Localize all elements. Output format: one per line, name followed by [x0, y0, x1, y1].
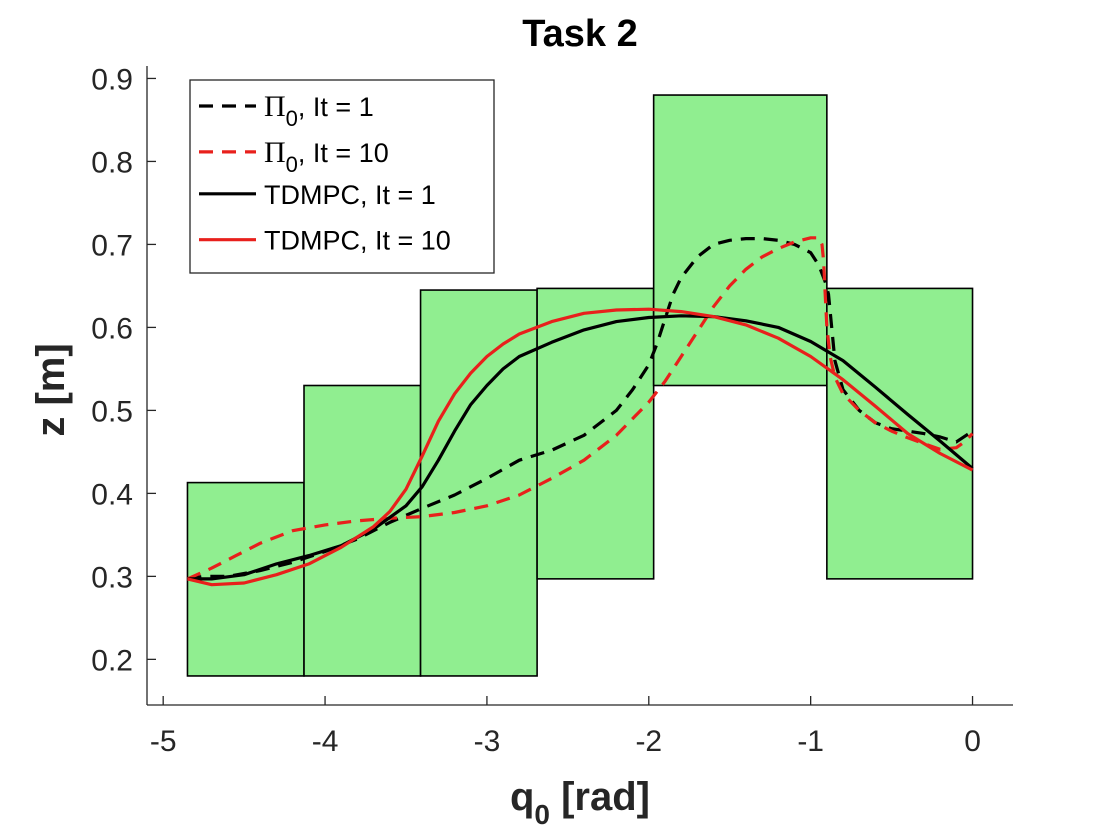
- y-tick-label: 0.9: [91, 63, 133, 96]
- region-box-6: [826, 287, 974, 580]
- y-tick-label: 0.2: [91, 644, 133, 677]
- y-tick-label: 0.6: [91, 312, 133, 345]
- axes: -5 -4 -3 -2 -1 0 0.2 0.3 0.4 0.5 0.6 0.7 0.8 0.9: [91, 63, 1013, 758]
- x-tick-label: -1: [797, 725, 824, 758]
- chart-title: Task 2: [522, 13, 637, 55]
- x-tick-label: 0: [964, 725, 981, 758]
- legend-label-4: TDMPC, It = 10: [264, 226, 451, 256]
- series-lines: [186, 236, 974, 587]
- y-axis-title: z [m]: [29, 343, 73, 436]
- region-box-5: [652, 94, 828, 387]
- legend-label-3: TDMPC, It = 1: [264, 180, 436, 210]
- x-axis-title: q0 [rad]: [510, 775, 650, 830]
- x-tick-label: -5: [150, 725, 177, 758]
- x-tick-label: -3: [474, 725, 501, 758]
- x-axis-title-main: q: [510, 775, 534, 819]
- x-axis-title-unit: [rad]: [550, 775, 650, 819]
- x-tick-label: -4: [312, 725, 339, 758]
- svg-text:q0 [rad]: q0 [rad]: [510, 775, 650, 830]
- legend-label-2: Π0, It = 10: [264, 136, 389, 177]
- y-tick-label: 0.8: [91, 146, 133, 179]
- legend-label-1: Π0, It = 1: [264, 90, 374, 131]
- series-line-3: [187, 314, 974, 581]
- x-axis-title-subscript: 0: [534, 799, 550, 830]
- y-tick-label: 0.4: [91, 478, 133, 511]
- region-box-4: [536, 287, 655, 580]
- x-tick-label: -2: [635, 725, 662, 758]
- region-box-2: [303, 384, 422, 677]
- series-line-4: [187, 307, 974, 587]
- y-tick-label: 0.5: [91, 395, 133, 428]
- y-tick-label: 0.7: [91, 229, 133, 262]
- y-tick-label: 0.3: [91, 561, 133, 594]
